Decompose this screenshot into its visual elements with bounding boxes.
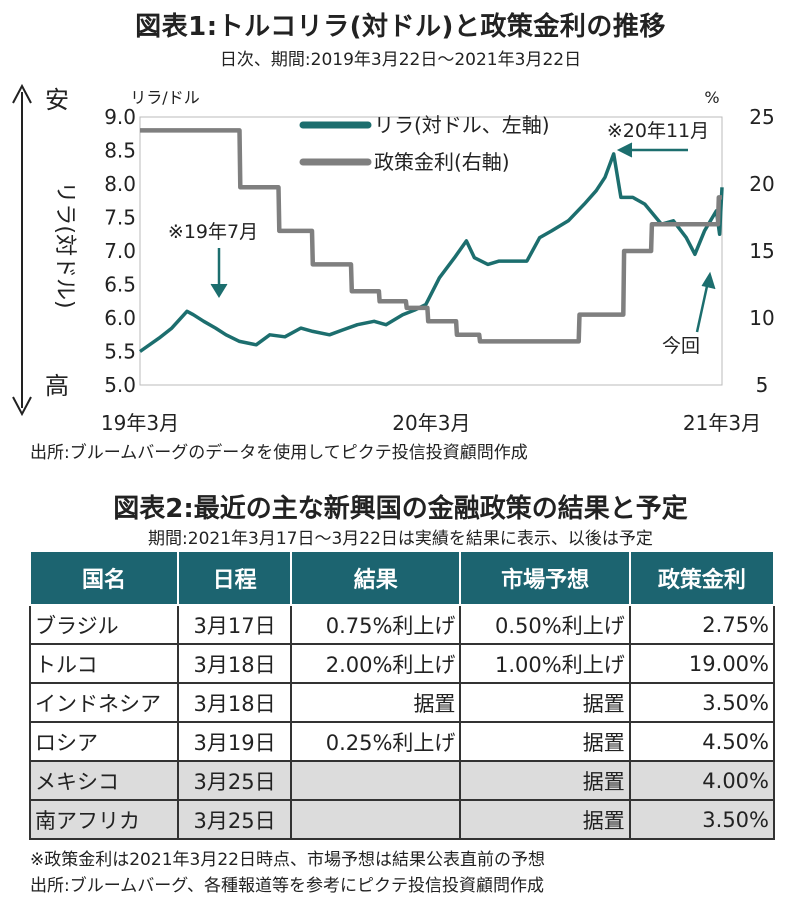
legend-lira-label: リラ(対ドル、左軸)	[374, 113, 550, 137]
annotation-20-nov-arrowhead	[616, 142, 633, 158]
plot-frame	[139, 116, 723, 386]
header-rate: 政策金利	[628, 550, 776, 606]
left-tick-label: 5.0	[104, 373, 136, 397]
left-tick-label: 7.5	[104, 206, 136, 230]
x-tick-label: 19年3月	[101, 411, 179, 435]
table-row: メキシコ 3月25日 据置 4.00%	[28, 760, 776, 801]
cell-country: メキシコ	[28, 760, 180, 801]
cell-forecast: 0.50%利上げ	[459, 604, 631, 645]
table-source: 出所:ブルームバーグ、各種報道等を参考にピクテ投信投資顧問作成	[30, 876, 545, 896]
cell-result: 据置	[290, 682, 462, 723]
left-tick-label: 6.0	[104, 306, 136, 330]
cell-date: 3月19日	[177, 721, 293, 762]
left-tick-label: 5.5	[104, 340, 136, 364]
legend-rate-label: 政策金利(右軸)	[374, 150, 510, 174]
cell-date: 3月25日	[177, 799, 293, 840]
cell-rate: 3.50%	[628, 682, 776, 723]
table-subtitle: 期間:2021年3月17日～3月22日は実績を結果に表示、以後は予定	[148, 529, 653, 549]
annotation-20-nov: ※20年11月	[607, 120, 709, 142]
chart-title: 図表1:トルコリラ(対ドル)と政策金利の推移	[135, 12, 666, 42]
cell-date: 3月17日	[177, 604, 293, 645]
right-tick-label: 5	[756, 373, 769, 397]
annotation-19-jul: ※19年7月	[168, 221, 258, 243]
cell-country: 南アフリカ	[28, 799, 180, 840]
cell-date: 3月18日	[177, 682, 293, 723]
table-title: 図表2:最近の主な新興国の金融政策の結果と予定	[113, 494, 688, 524]
policy-table: 国名 日程 結果 市場予想 政策金利 ブラジル 3月17日 0.75%利上げ 0…	[28, 550, 776, 840]
cell-forecast: 据置	[459, 760, 631, 801]
cell-rate: 4.00%	[628, 760, 776, 801]
cell-result	[290, 760, 462, 801]
cell-country: ロシア	[28, 721, 180, 762]
right-unit-label: %	[704, 88, 719, 107]
table-row: トルコ 3月18日 2.00%利上げ 1.00%利上げ 19.00%	[28, 643, 776, 684]
annotation-19-jul-arrowhead	[210, 283, 228, 298]
annotation-current: 今回	[662, 335, 700, 357]
cell-forecast: 据置	[459, 799, 631, 840]
left-tick-label: 8.5	[104, 139, 136, 163]
cell-rate: 19.00%	[628, 643, 776, 684]
table-row: インドネシア 3月18日 据置 据置 3.50%	[28, 682, 776, 723]
cell-result: 0.25%利上げ	[290, 721, 462, 762]
right-tick-label: 15	[749, 239, 774, 263]
cell-country: トルコ	[28, 643, 180, 684]
cell-result	[290, 799, 462, 840]
cell-forecast: 1.00%利上げ	[459, 643, 631, 684]
cheap-label: 安	[45, 86, 69, 114]
right-tick-label: 10	[749, 306, 774, 330]
left-unit-label: リラ/ドル	[130, 88, 199, 107]
side-arrow-down-head	[12, 396, 32, 417]
policy-rate-series-line	[140, 128, 722, 344]
cell-result: 0.75%利上げ	[290, 604, 462, 645]
table-header-row: 国名 日程 結果 市場予想 政策金利	[28, 550, 776, 606]
cell-forecast: 据置	[459, 721, 631, 762]
cell-country: インドネシア	[28, 682, 180, 723]
header-result: 結果	[290, 550, 462, 606]
header-country: 国名	[28, 550, 180, 606]
annotation-current-arrowhead	[701, 271, 716, 290]
right-tick-label: 20	[749, 172, 774, 196]
left-tick-label: 8.0	[104, 172, 136, 196]
cell-date: 3月18日	[177, 643, 293, 684]
left-tick-label: 6.5	[104, 273, 136, 297]
header-date: 日程	[177, 550, 293, 606]
left-tick-label: 9.0	[104, 105, 136, 129]
lira-policy-rate-chart: 9.0 8.5 8.0 7.5 7.0 6.5 6.0 5.5 5.0 25 20 15 10 5 リラ/ド…	[12, 83, 775, 435]
x-tick-label: 21年3月	[683, 411, 761, 435]
table-row: ブラジル 3月17日 0.75%利上げ 0.50%利上げ 2.75%	[28, 604, 776, 645]
cell-date: 3月25日	[177, 760, 293, 801]
cell-country: ブラジル	[28, 604, 180, 645]
chart-source: 出所:ブルームバーグのデータを使用してピクテ投信投資顧問作成	[30, 443, 528, 463]
header-forecast: 市場予想	[459, 550, 631, 606]
x-tick-label: 20年3月	[392, 411, 470, 435]
table-row: ロシア 3月19日 0.25%利上げ 据置 4.50%	[28, 721, 776, 762]
cell-result: 2.00%利上げ	[290, 643, 462, 684]
left-tick-label: 7.0	[104, 239, 136, 263]
cell-rate: 2.75%	[628, 604, 776, 645]
expensive-label: 高	[45, 372, 69, 400]
cell-forecast: 据置	[459, 682, 631, 723]
cell-rate: 3.50%	[628, 799, 776, 840]
side-arrow-up-head	[12, 83, 32, 104]
chart-subtitle: 日次、期間:2019年3月22日～2021年3月22日	[219, 50, 582, 70]
cell-rate: 4.50%	[628, 721, 776, 762]
right-tick-label: 25	[749, 105, 774, 129]
left-side-label: リラ(対ドル)	[52, 181, 77, 308]
policy-rate-note: ※政策金利は2021年3月22日時点、市場予想は結果公表直前の予想	[30, 850, 545, 870]
table-row: 南アフリカ 3月25日 据置 3.50%	[28, 799, 776, 840]
